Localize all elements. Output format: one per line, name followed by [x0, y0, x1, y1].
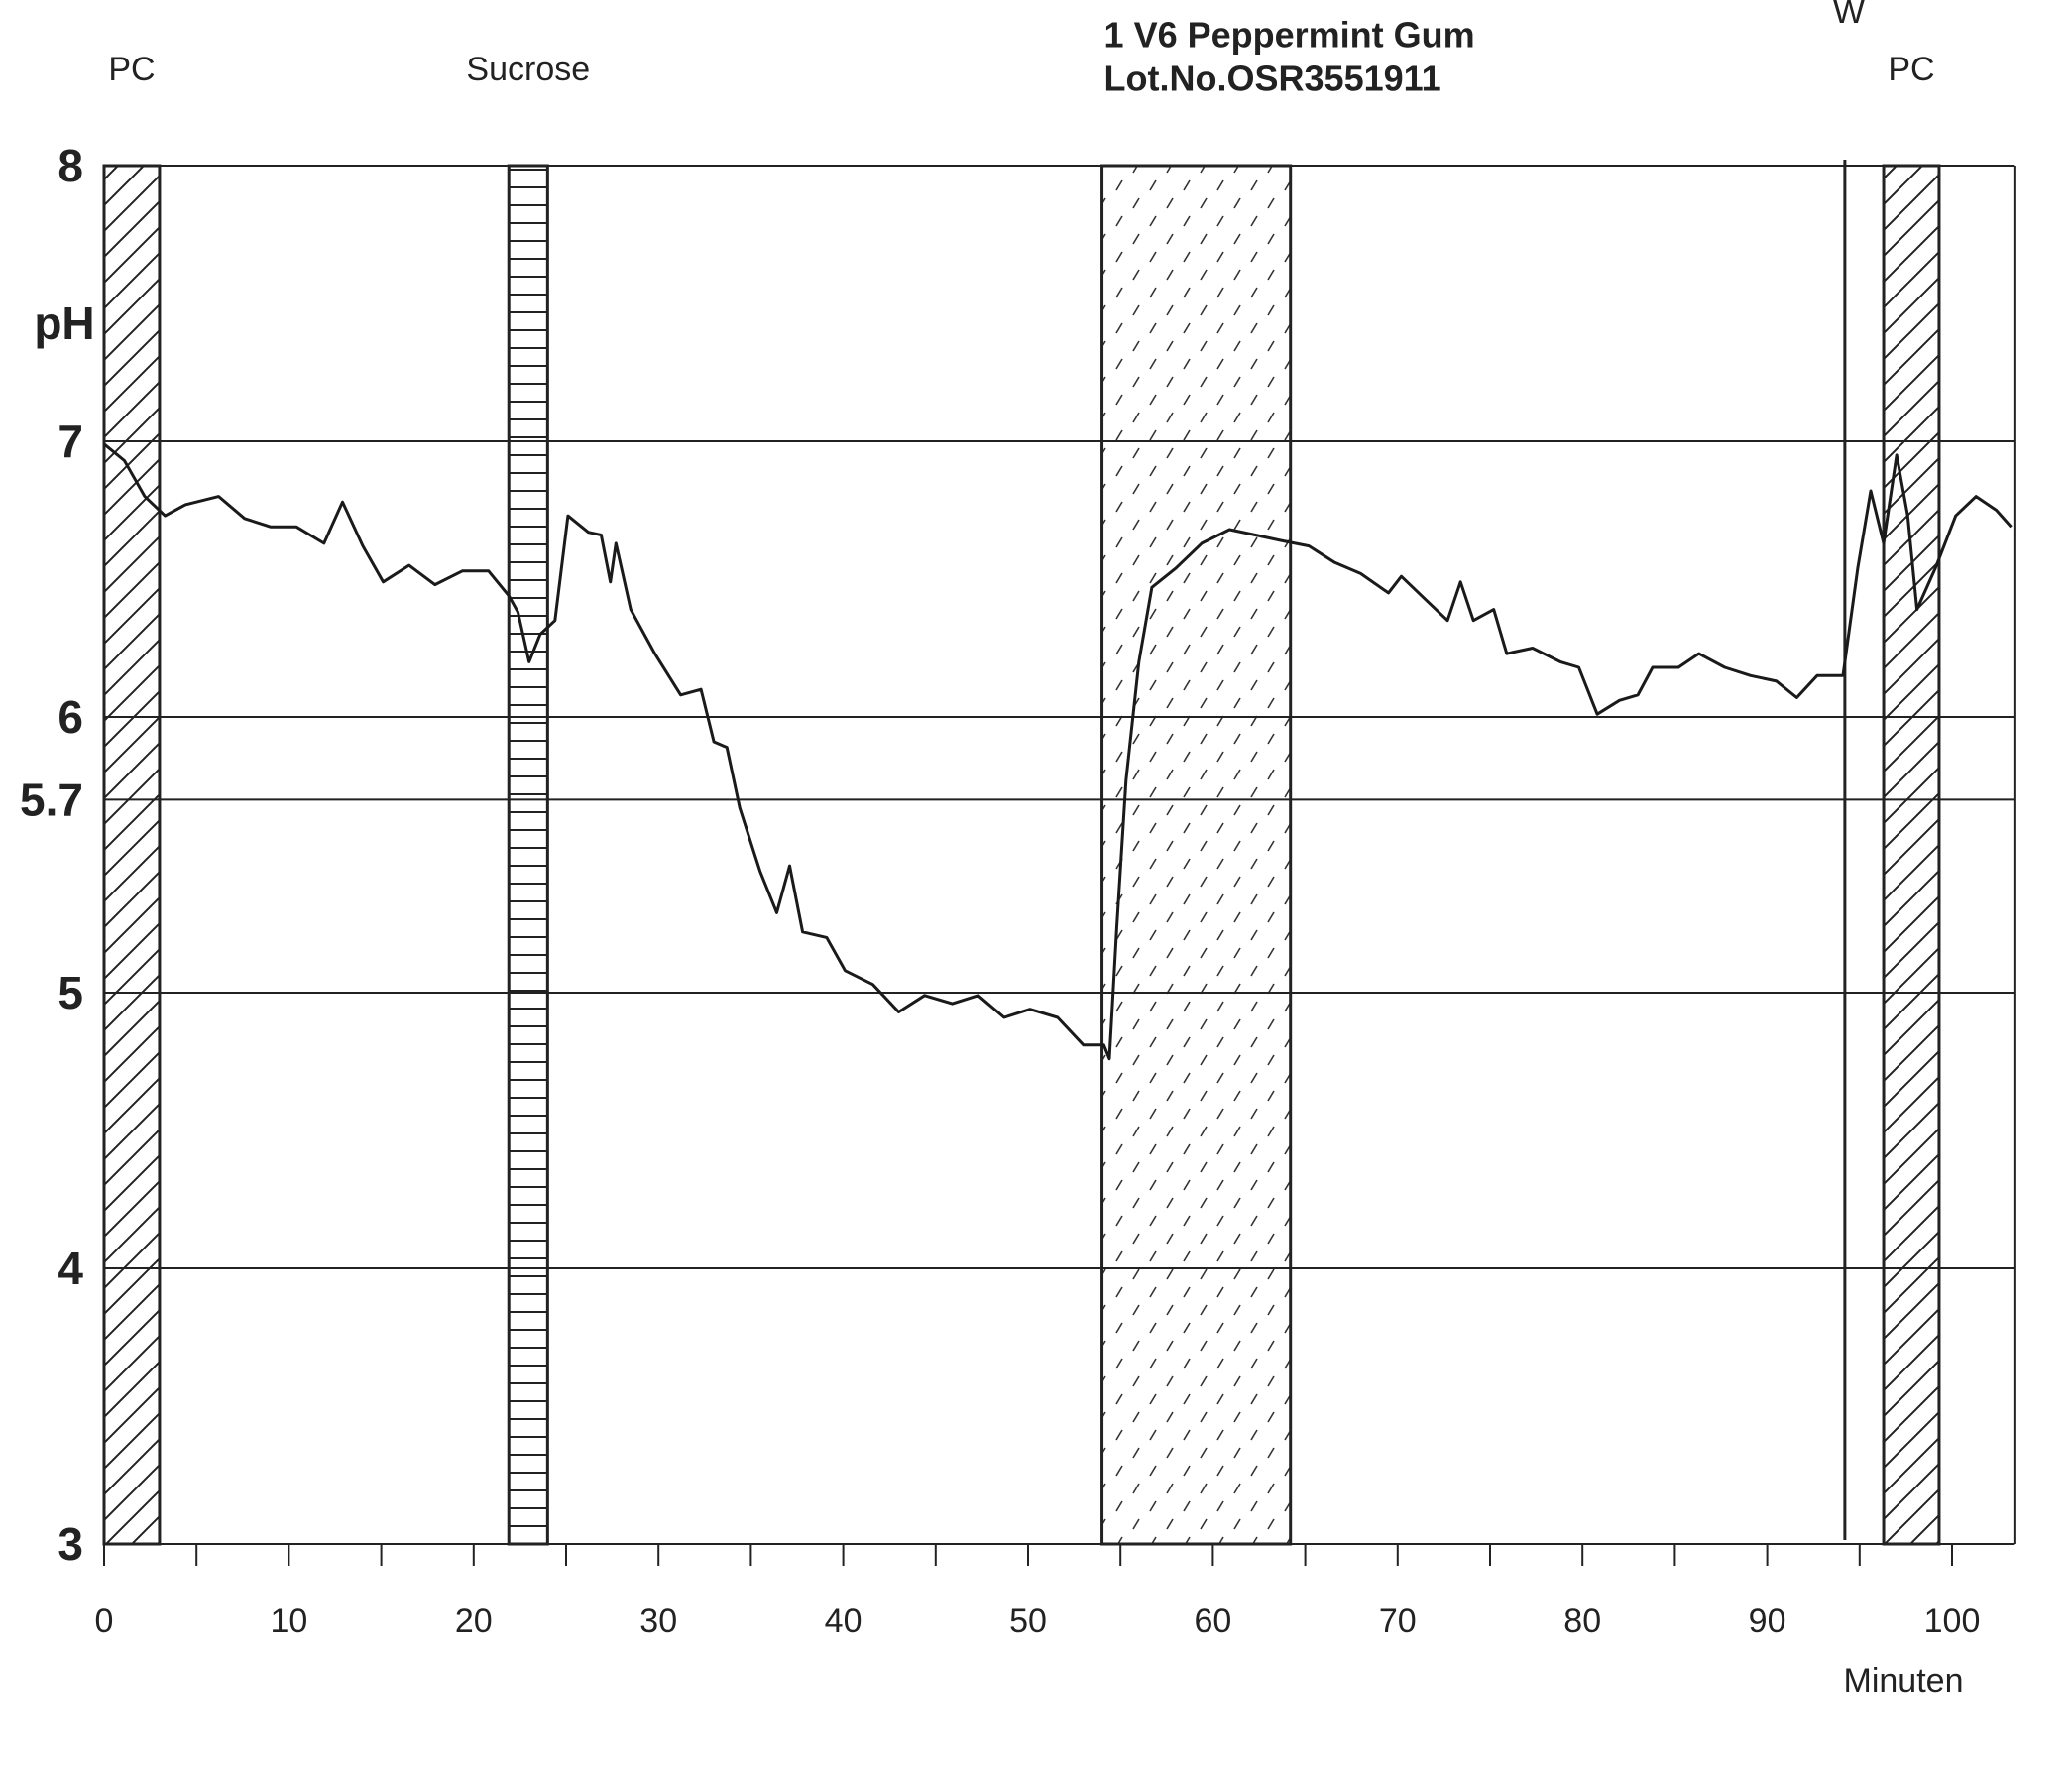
region-label: PC: [1888, 51, 1934, 88]
y-axis-label: pH: [34, 297, 94, 349]
region: [102, 164, 162, 1546]
y-tick-label: 6: [58, 691, 83, 743]
x-tick-label: 30: [639, 1603, 677, 1640]
x-tick-label: 100: [1924, 1603, 1981, 1640]
data-line: [103, 442, 2013, 1061]
region: [1882, 164, 1941, 1546]
y-tick-label: 3: [58, 1518, 83, 1570]
marker-label: W: [1833, 0, 1865, 31]
y-tick-label: 4: [58, 1243, 83, 1294]
region-label: Lot.No.OSR3551911: [1104, 59, 1441, 99]
region-label: 1 V6 Peppermint Gum: [1104, 15, 1475, 56]
x-tick-label: 80: [1563, 1603, 1601, 1640]
y-tick-label: 8: [58, 140, 83, 191]
x-tick-label: 70: [1379, 1603, 1417, 1640]
y-tick-label: 5: [58, 967, 83, 1018]
y-tick-label: 7: [58, 416, 83, 467]
x-tick-label: 40: [825, 1603, 863, 1640]
x-tick-label: 0: [95, 1603, 114, 1640]
region-label: PC: [108, 51, 155, 88]
x-tick-label: 50: [1009, 1603, 1047, 1640]
y-tick-label: 5.7: [20, 774, 83, 826]
x-tick-label: 10: [270, 1603, 307, 1640]
x-axis-label: Minuten: [1844, 1662, 1964, 1700]
region: [507, 164, 549, 1546]
x-tick-label: 60: [1194, 1603, 1231, 1640]
x-tick-label: 90: [1749, 1603, 1786, 1640]
region-label: Sucrose: [466, 51, 590, 88]
x-tick-label: 20: [455, 1603, 493, 1640]
region: [1100, 164, 1293, 1546]
